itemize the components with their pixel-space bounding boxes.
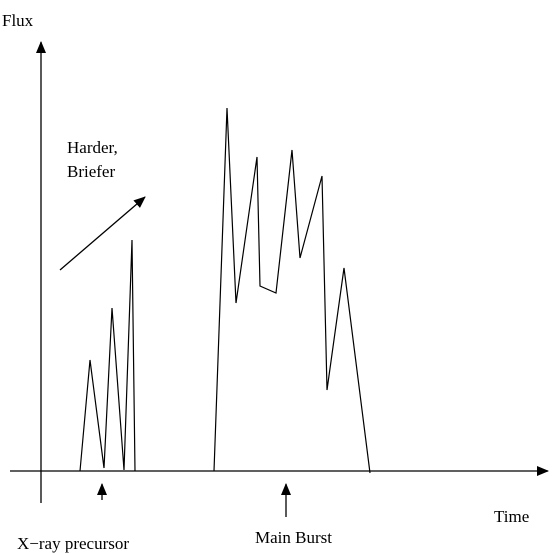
annotation: Main Burst [255, 528, 332, 547]
annotation: Harder, [67, 138, 118, 157]
annotation: Briefer [67, 162, 115, 181]
x-axis-label: Time [494, 507, 529, 526]
annotation: X−ray precursor [17, 534, 129, 553]
trend-arrow [59, 196, 146, 271]
main-burst-curve [213, 107, 371, 474]
y-axis-label: Flux [2, 11, 34, 30]
precursor-curve [79, 239, 136, 472]
